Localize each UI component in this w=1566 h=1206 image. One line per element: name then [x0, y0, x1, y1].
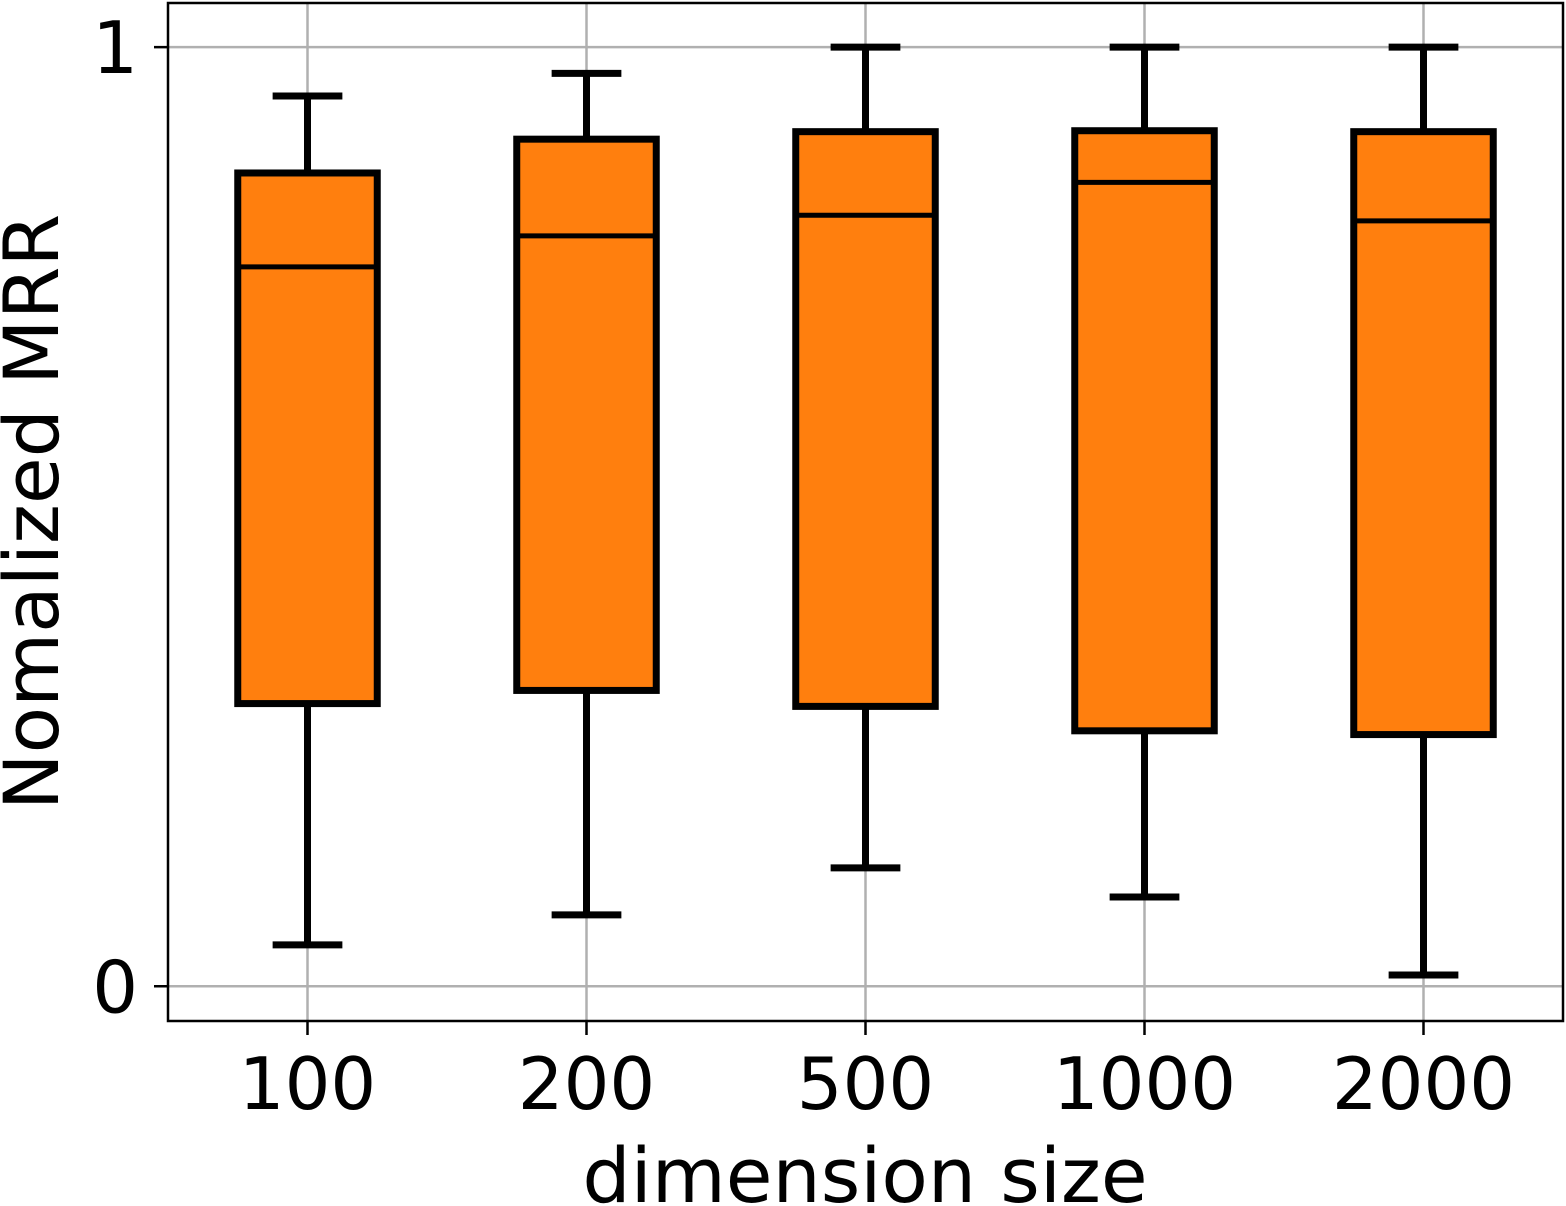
x-tick-label: 1000 [1053, 1042, 1236, 1126]
box-100 [234, 92, 381, 949]
box-1000 [1071, 43, 1218, 901]
iqr-box [1350, 128, 1497, 739]
y-tick-label: 0 [92, 945, 138, 1029]
box-500 [792, 43, 939, 872]
iqr-box [513, 135, 660, 694]
iqr-box [234, 169, 381, 708]
ticks-layer: 100 200 500 1000 2000 0 1 [92, 6, 1515, 1126]
x-tick-label: 500 [797, 1042, 934, 1126]
x-tick-label: 100 [239, 1042, 376, 1126]
iqr-box [1071, 127, 1218, 735]
box-2000 [1350, 43, 1497, 979]
y-tick-label: 1 [92, 6, 138, 90]
iqr-box [792, 128, 939, 710]
boxes-layer [234, 43, 1497, 979]
x-tick-label: 200 [518, 1042, 655, 1126]
x-axis-label: dimension size [582, 1131, 1147, 1206]
y-axis-label: Nomalized MRR [0, 214, 76, 810]
x-tick-label: 2000 [1332, 1042, 1515, 1126]
box-200 [513, 69, 660, 919]
